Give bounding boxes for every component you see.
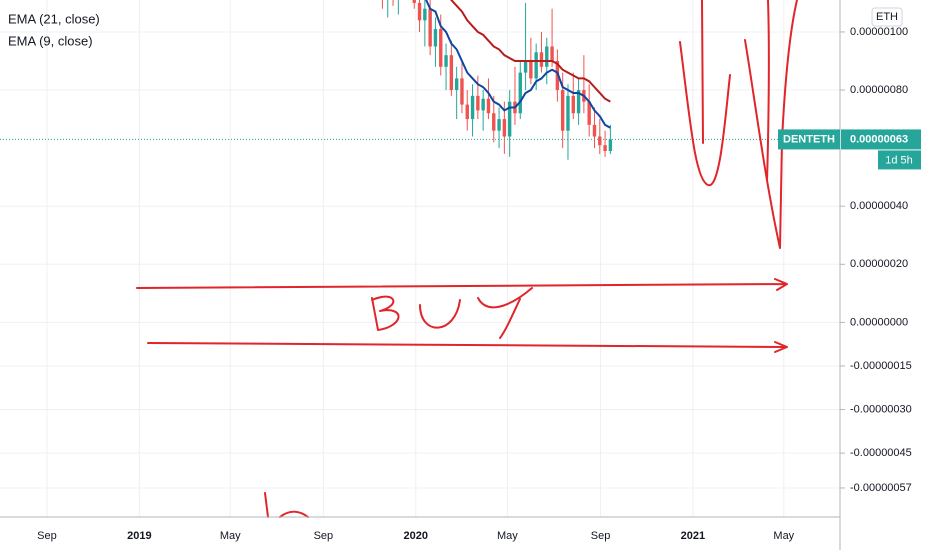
candle-body	[529, 60, 533, 79]
annotations	[136, 0, 798, 518]
candle-body	[439, 29, 443, 67]
y-tick-label: 0.00000020	[850, 258, 908, 270]
y-tick-label: -0.00000030	[850, 403, 912, 415]
candle-body	[454, 78, 459, 91]
candle-body	[518, 72, 522, 114]
symbol-badge	[778, 129, 840, 150]
y-tick-label: -0.00000045	[850, 447, 912, 459]
ema-line	[449, 0, 611, 103]
candle-body	[576, 90, 581, 114]
x-tick-label: Sep	[591, 530, 611, 542]
price-label: 0.00000063	[850, 133, 908, 145]
scribble	[744, 0, 798, 249]
candle-body	[592, 124, 597, 137]
candle-body	[560, 90, 565, 131]
candle-body	[444, 55, 448, 67]
candle-body	[545, 46, 549, 67]
y-tick-label: 0.00000040	[850, 200, 908, 212]
scribble	[264, 492, 309, 518]
x-tick-label: 2021	[681, 530, 705, 542]
candle-body	[587, 101, 591, 125]
candle-body	[481, 98, 485, 111]
candle-body	[571, 95, 575, 114]
candle-body	[497, 119, 501, 131]
x-tick-label: 2019	[127, 530, 151, 542]
candle-body	[412, 0, 416, 3]
y-tick-label: 0.00000000	[850, 316, 908, 328]
candle-body	[534, 52, 538, 79]
candle-body	[608, 139, 613, 152]
x-tick-label: 2020	[404, 530, 428, 542]
countdown-badge	[878, 150, 921, 170]
y-tick-label: 0.00000100	[850, 26, 908, 38]
x-tick-label: Sep	[314, 530, 334, 542]
candle-body	[465, 104, 469, 120]
scribble	[701, 0, 704, 144]
ema-line	[425, 0, 611, 129]
symbol-label: DENTETH	[783, 133, 835, 145]
y-tick-label: 0.00000080	[850, 84, 908, 96]
price-badge	[841, 129, 921, 150]
candle-body	[566, 95, 570, 131]
candle-body	[476, 95, 480, 111]
scribble-y	[477, 287, 533, 339]
candle-body	[470, 95, 475, 120]
axes: Sep 2019 May Sep 2020 May Sep 2021 May 0.00000100…	[37, 26, 912, 542]
candle-body	[598, 136, 602, 146]
scribble	[679, 41, 731, 187]
x-tick-label: Sep	[37, 530, 57, 542]
candle-body	[433, 29, 438, 47]
candle-body	[539, 52, 544, 67]
scribble-b	[371, 295, 400, 331]
currency-box	[871, 7, 903, 27]
scribble	[766, 0, 770, 181]
candle-body	[603, 145, 607, 152]
x-tick-label: May	[497, 530, 518, 542]
x-tick-label: May	[220, 530, 241, 542]
arrow	[147, 341, 788, 353]
candle-body	[449, 55, 454, 91]
plot-area	[0, 0, 840, 160]
y-tick-label: -0.00000057	[850, 482, 912, 494]
countdown-label: 1d 5h	[885, 154, 913, 166]
candle-body	[502, 119, 507, 137]
grid	[0, 0, 840, 517]
candle-body	[492, 113, 496, 131]
scribble-u	[419, 299, 461, 329]
candle-body	[460, 78, 464, 105]
candle-body	[486, 98, 491, 114]
candle-body	[417, 2, 422, 21]
candle-body	[523, 60, 528, 73]
candle-body	[423, 8, 427, 21]
legend-entry: EMA (21, close)	[8, 11, 100, 26]
candle-body	[428, 8, 432, 47]
arrow	[136, 278, 788, 291]
currency: ETH	[876, 11, 898, 23]
legend-entry: EMA (9, close)	[8, 33, 93, 48]
candle-body	[550, 46, 554, 61]
x-tick-label: May	[773, 530, 794, 542]
y-tick-label: -0.00000015	[850, 360, 912, 372]
candle-body	[507, 101, 512, 137]
